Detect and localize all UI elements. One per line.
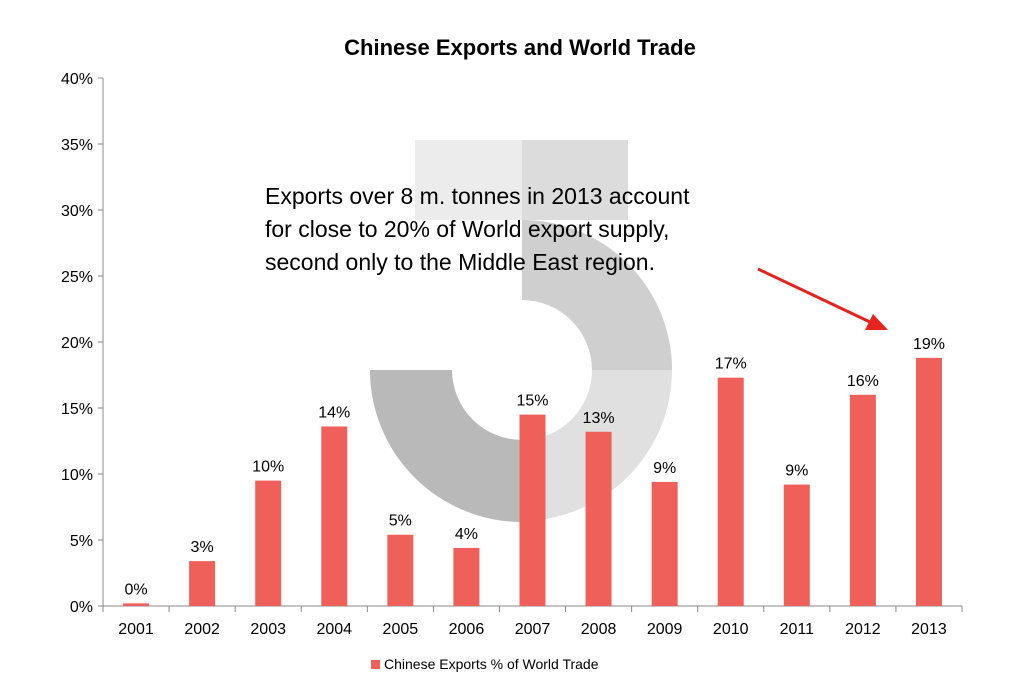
- bar: [849, 394, 876, 606]
- bar: [321, 426, 348, 606]
- data-label: 9%: [785, 463, 808, 480]
- x-tick-label: 2011: [780, 621, 815, 638]
- data-label: 14%: [318, 404, 350, 421]
- x-tick-label: 2002: [184, 621, 220, 638]
- x-tick-label: 2010: [713, 621, 749, 638]
- bar: [387, 534, 414, 606]
- bar: [915, 357, 942, 606]
- bar: [585, 431, 612, 606]
- legend: Chinese Exports % of World Trade: [371, 656, 599, 672]
- y-tick-label: 0%: [70, 599, 93, 616]
- data-labels: 0% 3% 10% 14% 5% 4% 15% 13% 9% 17% 9% 16% 19%: [124, 336, 945, 599]
- data-label: 10%: [252, 459, 284, 476]
- y-tick-label: 20%: [61, 335, 93, 352]
- bar: [189, 561, 216, 606]
- bar: [783, 484, 810, 606]
- bar: [123, 603, 150, 606]
- y-tick-label: 10%: [61, 467, 93, 484]
- y-tick-label: 30%: [61, 203, 93, 220]
- data-label: 9%: [653, 460, 676, 477]
- legend-swatch: [371, 660, 380, 669]
- data-label: 0%: [124, 581, 147, 598]
- y-tick-label: 5%: [70, 533, 93, 550]
- data-label: 19%: [913, 336, 945, 353]
- chart-title: Chinese Exports and World Trade: [344, 35, 696, 60]
- data-label: 3%: [191, 539, 214, 556]
- x-tick-label: 2008: [581, 621, 617, 638]
- y-tick-label: 40%: [61, 71, 93, 88]
- x-tick-label: 2007: [515, 621, 551, 638]
- bar: [519, 414, 546, 606]
- annotation-line-3: second only to the Middle East region.: [265, 249, 655, 275]
- bar: [255, 480, 282, 606]
- bar: [453, 547, 480, 606]
- annotation-line-1: Exports over 8 m. tonnes in 2013 account: [265, 183, 690, 209]
- x-tick-label: 2001: [118, 621, 154, 638]
- y-tick-label: 25%: [61, 269, 93, 286]
- annotation-arrow-head: [865, 314, 888, 330]
- bar: [651, 481, 678, 606]
- x-tick-label: 2006: [449, 621, 485, 638]
- x-tick-label: 2005: [383, 621, 419, 638]
- data-label: 4%: [455, 526, 478, 543]
- bar: [717, 377, 744, 606]
- data-label: 17%: [715, 356, 747, 373]
- x-tick-label: 2013: [911, 621, 947, 638]
- y-axis: 0% 5% 10% 15% 20% 25% 30% 35% 40%: [61, 71, 104, 616]
- x-tick-label: 2009: [647, 621, 683, 638]
- legend-label: Chinese Exports % of World Trade: [384, 656, 599, 672]
- bar-series: [123, 357, 942, 606]
- x-tick-label: 2012: [845, 621, 881, 638]
- annotation-line-2: for close to 20% of World export supply,: [265, 216, 669, 242]
- annotation-arrow: [757, 267, 871, 324]
- data-label: 5%: [389, 513, 412, 530]
- y-tick-label: 15%: [61, 401, 93, 418]
- data-label: 15%: [516, 393, 548, 410]
- x-tick-label: 2003: [250, 621, 286, 638]
- x-tick-label: 2004: [316, 621, 352, 638]
- data-label: 13%: [583, 410, 615, 427]
- annotation: Exports over 8 m. tonnes in 2013 account…: [265, 183, 888, 330]
- x-axis: 2001 2002 2003 2004 2005 2006 2007 2008 2009 2010…: [102, 605, 963, 638]
- y-tick-label: 35%: [61, 137, 93, 154]
- data-label: 16%: [847, 373, 879, 390]
